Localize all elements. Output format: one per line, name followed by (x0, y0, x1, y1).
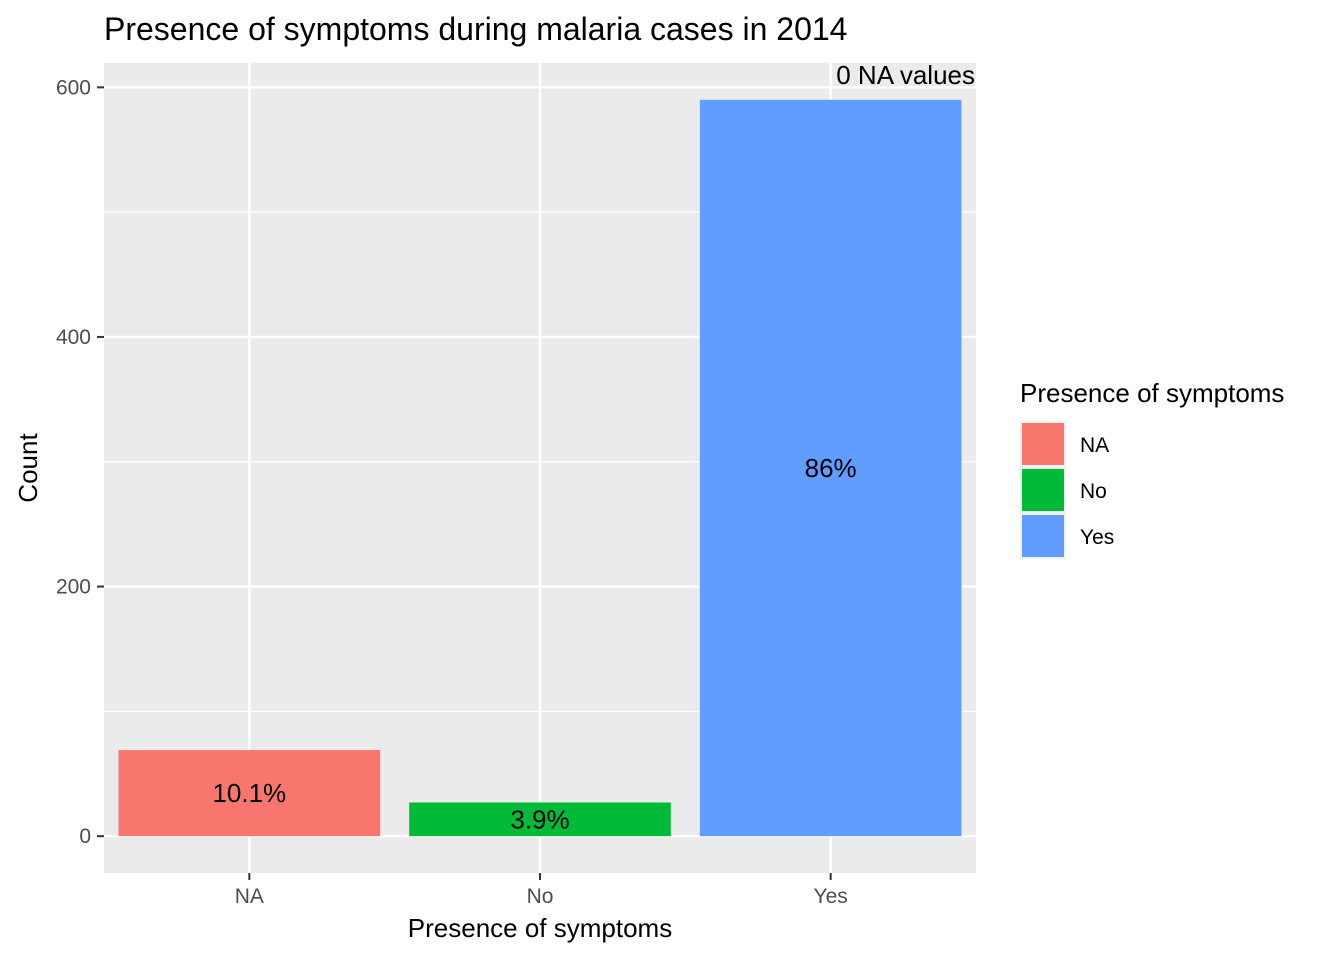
bar-label-no: 3.9% (510, 804, 569, 834)
chart-title: Presence of symptoms during malaria case… (104, 11, 847, 47)
x-tick-label: Yes (814, 885, 848, 908)
legend-swatch-yes (1022, 515, 1064, 557)
x-tick-label: NA (235, 885, 264, 908)
x-tick-label: No (527, 885, 554, 908)
bar-label-yes: 86% (805, 453, 857, 483)
legend-items: NA No Yes (1020, 421, 1114, 559)
x-axis: NA No Yes (235, 873, 848, 908)
legend-swatch-no (1022, 469, 1064, 511)
x-axis-title: Presence of symptoms (408, 913, 672, 943)
y-tick-label: 0 (79, 825, 91, 848)
y-tick-label: 400 (56, 326, 91, 349)
legend-label-no: No (1080, 480, 1107, 503)
bar-labels: 10.1% 3.9% 86% (212, 453, 856, 834)
bar-na (118, 750, 381, 837)
bar-no (409, 802, 671, 837)
y-tick-label: 200 (56, 576, 91, 599)
y-axis: 0 200 400 600 (56, 76, 104, 848)
legend: Presence of symptoms NA No Yes (1020, 378, 1284, 559)
na-values-annotation: 0 NA values (836, 60, 975, 90)
legend-title: Presence of symptoms (1020, 378, 1284, 408)
legend-label-yes: Yes (1080, 526, 1114, 549)
legend-swatch-na (1022, 423, 1064, 465)
bar-label-na: 10.1% (212, 778, 286, 808)
bar-yes (699, 99, 962, 837)
y-axis-title: Count (13, 433, 43, 503)
y-tick-label: 600 (56, 76, 91, 99)
legend-label-na: NA (1080, 434, 1109, 457)
bars (118, 99, 962, 837)
